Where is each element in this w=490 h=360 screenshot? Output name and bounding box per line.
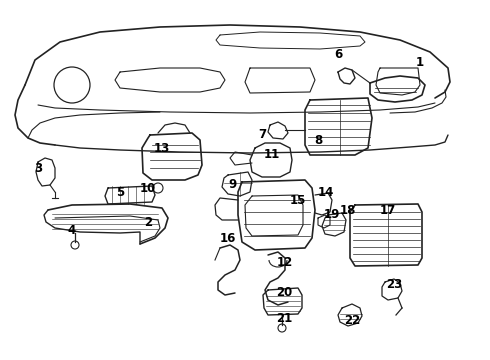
Text: 3: 3: [34, 162, 42, 175]
Text: 9: 9: [228, 179, 236, 192]
Text: 16: 16: [220, 231, 236, 244]
Text: 1: 1: [416, 55, 424, 68]
Text: 12: 12: [277, 256, 293, 269]
Text: 4: 4: [68, 224, 76, 237]
Text: 7: 7: [258, 129, 266, 141]
Text: 5: 5: [116, 185, 124, 198]
Text: 21: 21: [276, 311, 292, 324]
Text: 14: 14: [318, 185, 334, 198]
Text: 10: 10: [140, 181, 156, 194]
Text: 13: 13: [154, 141, 170, 154]
Text: 11: 11: [264, 148, 280, 162]
Text: 2: 2: [144, 216, 152, 229]
Text: 20: 20: [276, 285, 292, 298]
Text: 17: 17: [380, 203, 396, 216]
Text: 22: 22: [344, 314, 360, 327]
Text: 23: 23: [386, 279, 402, 292]
Text: 6: 6: [334, 49, 342, 62]
Text: 8: 8: [314, 134, 322, 147]
Text: 15: 15: [290, 194, 306, 207]
Text: 18: 18: [340, 203, 356, 216]
Text: 19: 19: [324, 208, 340, 221]
